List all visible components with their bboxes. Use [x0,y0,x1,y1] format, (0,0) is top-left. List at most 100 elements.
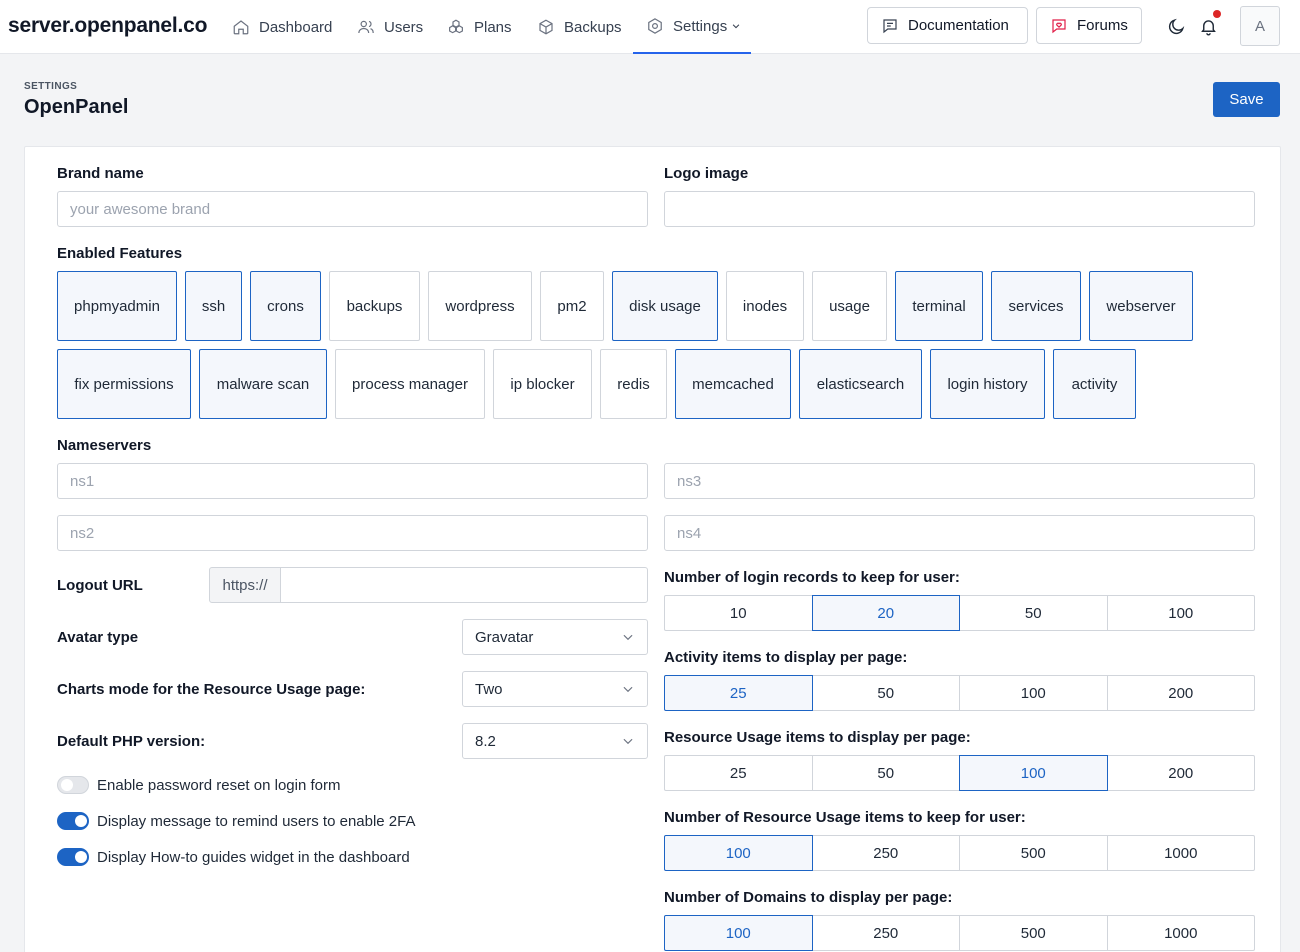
password-reset-label: Enable password reset on login form [97,777,341,794]
chevron-down-icon [732,24,740,29]
page-title: OpenPanel [24,96,129,118]
2fa-reminder-toggle[interactable] [57,812,89,830]
feature-process-manager[interactable]: process manager [335,349,485,419]
charts-mode-label: Charts mode for the Resource Usage page: [57,681,366,698]
nav-users-label: Users [384,18,424,36]
toggle-knob [61,779,73,791]
segment-option[interactable]: 200 [1106,675,1255,711]
enabled-features-label: Enabled Features [57,245,183,262]
feature-inodes[interactable]: inodes [726,271,804,341]
segment-option[interactable]: 100 [1106,595,1255,631]
segment-option[interactable]: 50 [811,675,960,711]
user-avatar[interactable]: A [1240,6,1280,46]
feature-disk-usage[interactable]: disk usage [612,271,718,341]
feature-login-history[interactable]: login history [930,349,1045,419]
domains-per-page-selector: 100 250 500 1000 [664,915,1255,951]
feature-usage[interactable]: usage [812,271,887,341]
forums-button[interactable]: Forums [1036,7,1142,44]
forum-heart-icon [1052,18,1066,33]
segment-option[interactable]: 50 [959,595,1108,631]
users-icon [358,20,374,34]
save-button[interactable]: Save [1213,82,1280,117]
ns4-input[interactable]: ns4 [664,515,1255,551]
segment-option[interactable]: 250 [811,835,960,871]
theme-toggle-button[interactable] [1164,14,1188,38]
brand-name-input[interactable]: your awesome brand [57,191,648,227]
nav-backups[interactable]: Backups [537,0,622,54]
php-version-select[interactable]: 8.2 [462,723,648,759]
segment-option[interactable]: 500 [959,835,1108,871]
segment-option[interactable]: 100 [959,755,1108,791]
box-icon [539,19,553,35]
feature-ssh[interactable]: ssh [185,271,242,341]
segment-option[interactable]: 10 [664,595,813,631]
documentation-button[interactable]: Documentation [867,7,1028,44]
nav-dashboard-label: Dashboard [259,18,333,36]
feature-backups[interactable]: backups [329,271,420,341]
feature-phpmyadmin[interactable]: phpmyadmin [57,271,177,341]
charts-mode-select[interactable]: Two [462,671,648,707]
feature-elasticsearch[interactable]: elasticsearch [799,349,922,419]
nav-dashboard[interactable]: Dashboard [232,0,332,54]
2fa-reminder-label: Display message to remind users to enabl… [97,813,416,830]
feature-redis[interactable]: redis [600,349,667,419]
segment-option[interactable]: 250 [811,915,960,951]
brand-link[interactable]: server.openpanel.co [8,14,208,37]
moon-icon [1168,18,1184,34]
logo-image-label: Logo image [664,165,749,182]
domains-per-page-label: Number of Domains to display per page: [664,889,953,906]
feature-terminal[interactable]: terminal [895,271,983,341]
avatar-type-select[interactable]: Gravatar [462,619,648,655]
segment-option[interactable]: 1000 [1106,835,1255,871]
segment-option[interactable]: 1000 [1106,915,1255,951]
feature-pm2[interactable]: pm2 [540,271,604,341]
nav-settings-label: Settings [673,17,728,35]
logout-url-label: Logout URL [57,577,143,594]
segment-option[interactable]: 100 [664,835,813,871]
segment-option[interactable]: 20 [811,595,960,631]
ns2-input[interactable]: ns2 [57,515,648,551]
notifications-button[interactable] [1196,14,1220,38]
segment-option[interactable]: 25 [664,675,813,711]
segment-option[interactable]: 500 [959,915,1108,951]
nav-settings[interactable]: Settings [633,0,751,54]
login-records-label: Number of login records to keep for user… [664,569,960,586]
nav-plans[interactable]: Plans [447,0,512,54]
feature-crons[interactable]: crons [250,271,321,341]
ns3-input[interactable]: ns3 [664,463,1255,499]
feature-webserver[interactable]: webserver [1089,271,1193,341]
feature-services[interactable]: services [991,271,1081,341]
feature-fix-permissions[interactable]: fix permissions [57,349,191,419]
chevron-down-icon [623,738,633,745]
charts-mode-value: Two [475,680,503,698]
nav-backups-label: Backups [564,18,622,36]
feature-ip-blocker[interactable]: ip blocker [493,349,592,419]
avatar-type-value: Gravatar [475,628,534,646]
nav-plans-label: Plans [474,18,512,36]
feature-activity[interactable]: activity [1053,349,1136,419]
segment-option[interactable]: 100 [664,915,813,951]
top-navbar: server.openpanel.co Dashboard Users Plan… [0,0,1300,54]
login-records-selector: 10 20 50 100 [664,595,1255,631]
feature-malware-scan[interactable]: malware scan [199,349,327,419]
segment-option[interactable]: 25 [664,755,813,791]
nav-users[interactable]: Users [357,0,423,54]
logo-image-input[interactable] [664,191,1255,227]
activity-items-selector: 25 50 100 200 [664,675,1255,711]
settings-icon [648,18,662,34]
password-reset-toggle[interactable] [57,776,89,794]
segment-option[interactable]: 100 [959,675,1108,711]
segment-option[interactable]: 200 [1106,755,1255,791]
feature-wordpress[interactable]: wordpress [428,271,532,341]
nameservers-label: Nameservers [57,437,152,454]
feature-memcached[interactable]: memcached [675,349,791,419]
chevron-down-icon [623,634,633,641]
resource-usage-items-selector: 25 50 100 200 [664,755,1255,791]
ns1-input[interactable]: ns1 [57,463,648,499]
plans-icon [449,19,463,34]
segment-option[interactable]: 50 [811,755,960,791]
howto-widget-label: Display How-to guides widget in the dash… [97,849,410,866]
logout-url-input[interactable] [280,567,648,603]
resource-usage-keep-selector: 100 250 500 1000 [664,835,1255,871]
howto-widget-toggle[interactable] [57,848,89,866]
